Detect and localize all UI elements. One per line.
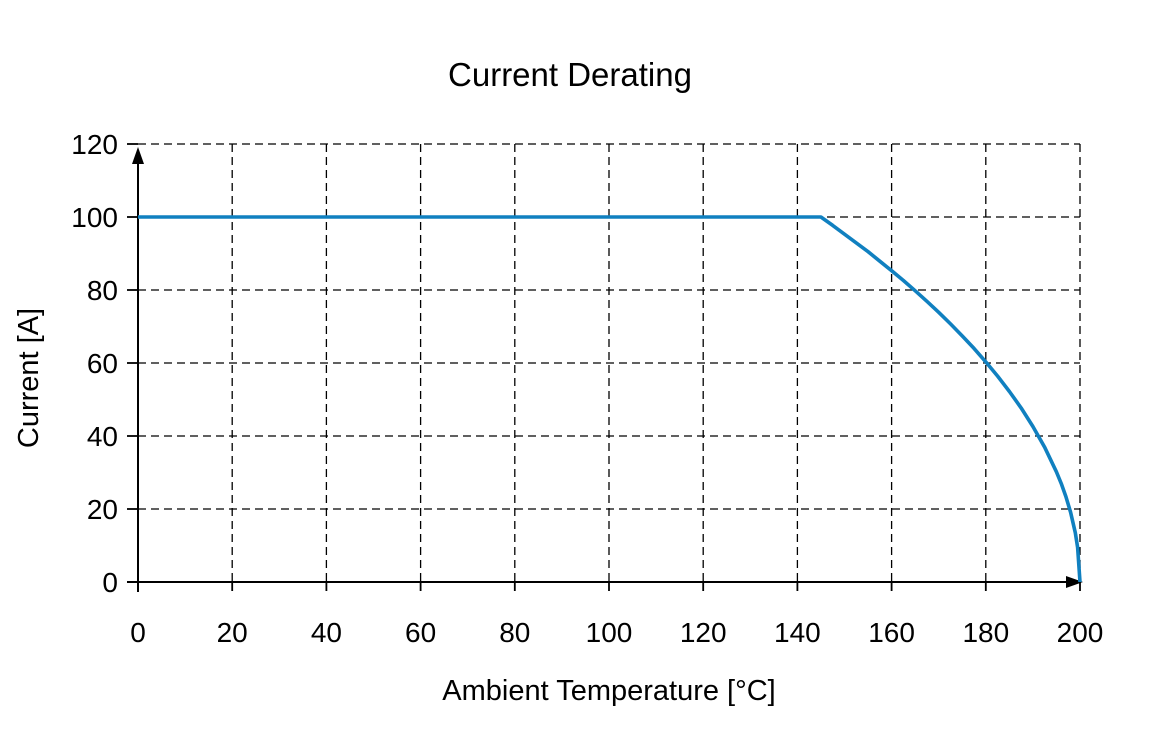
y-tick-label: 20: [87, 494, 118, 525]
x-tick-label: 100: [586, 617, 633, 648]
x-tick-label: 20: [217, 617, 248, 648]
x-axis-arrowhead: [1066, 576, 1083, 588]
x-tick-label: 200: [1057, 617, 1104, 648]
y-axis-arrowhead: [132, 147, 144, 164]
derating-curve: [138, 215, 1082, 583]
y-tick-label: 120: [71, 129, 118, 160]
chart-title: Current Derating: [448, 56, 692, 93]
x-tick-label: 120: [680, 617, 727, 648]
x-tick-label: 60: [405, 617, 436, 648]
x-tick-label: 40: [311, 617, 342, 648]
y-tick-label: 0: [102, 567, 118, 598]
y-tick-label: 80: [87, 275, 118, 306]
x-tick-label: 140: [774, 617, 821, 648]
y-tick-label: 60: [87, 348, 118, 379]
x-tick-label: 180: [962, 617, 1009, 648]
x-axis-title: Ambient Temperature [°C]: [442, 675, 775, 707]
x-tick-label: 160: [868, 617, 915, 648]
y-tick-label: 100: [71, 202, 118, 233]
y-axis-title: Current [A]: [13, 308, 45, 448]
x-tick-label: 80: [499, 617, 530, 648]
y-tick-label: 40: [87, 421, 118, 452]
x-tick-label: 0: [130, 617, 146, 648]
